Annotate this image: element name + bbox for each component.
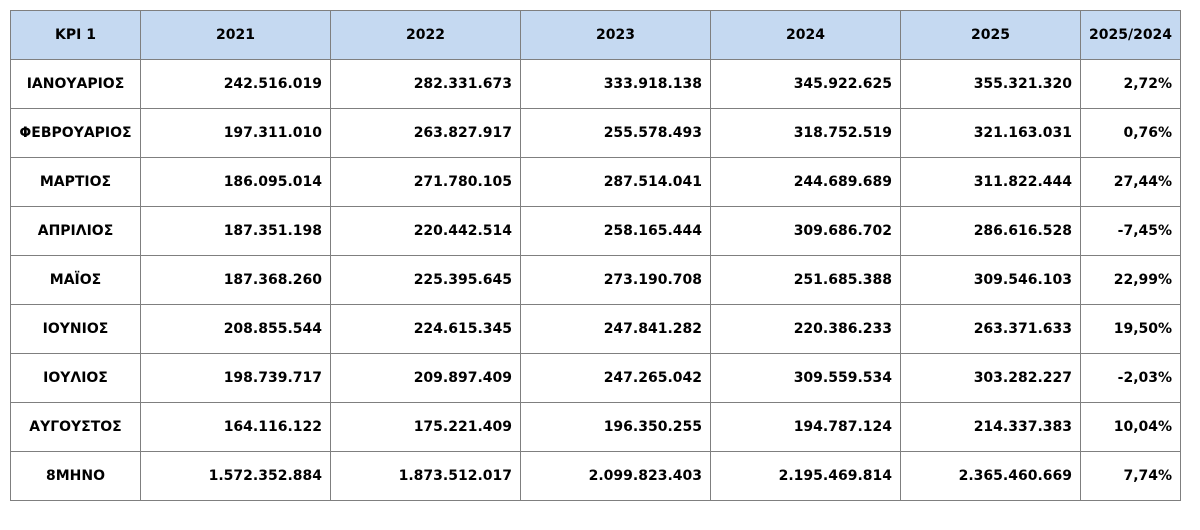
cell: 1.873.512.017 <box>330 451 521 501</box>
cell: 2.365.460.669 <box>900 451 1081 501</box>
cell: 1.572.352.884 <box>140 451 331 501</box>
table-head: KPI 1 2021 2022 2023 2024 2025 2025/2024 <box>10 10 1182 60</box>
cell: 247.265.042 <box>520 353 711 403</box>
table-row: ΑΥΓΟΥΣΤΟΣ 164.116.122 175.221.409 196.350.2… <box>10 402 1182 452</box>
cell: 258.165.444 <box>520 206 711 256</box>
cell: 271.780.105 <box>330 157 521 207</box>
cell: 263.827.917 <box>330 108 521 158</box>
header-cell: 2025 <box>900 10 1081 60</box>
cell: 345.922.625 <box>710 59 901 109</box>
cell: 175.221.409 <box>330 402 521 452</box>
cell: 224.615.345 <box>330 304 521 354</box>
cell: 22,99% <box>1079 255 1182 305</box>
cell: 244.689.689 <box>710 157 901 207</box>
row-label: ΑΠΡΙΛΙΟΣ <box>10 206 141 256</box>
cell: -2,03% <box>1079 353 1182 403</box>
table-row: ΙΟΥΛΙΟΣ 198.739.717 209.897.409 247.265.042… <box>10 353 1182 403</box>
row-label: ΙΟΥΝΙΟΣ <box>10 304 141 354</box>
cell: 318.752.519 <box>710 108 901 158</box>
table-row: ΜΑΪΟΣ 187.368.260 225.395.645 273.190.708 25… <box>10 255 1182 305</box>
cell: 2.195.469.814 <box>710 451 901 501</box>
cell: -7,45% <box>1079 206 1182 256</box>
cell: 0,76% <box>1079 108 1182 158</box>
cell: 255.578.493 <box>520 108 711 158</box>
cell: 208.855.544 <box>140 304 331 354</box>
row-label: ΦΕΒΡΟΥΑΡΙΟΣ <box>10 108 141 158</box>
header-cell: 2022 <box>330 10 521 60</box>
header-cell: 2023 <box>520 10 711 60</box>
cell: 251.685.388 <box>710 255 901 305</box>
table-row: 8ΜΗΝΟ 1.572.352.884 1.873.512.017 2.099.823… <box>10 451 1182 501</box>
row-label: ΙΑΝΟΥΑΡΙΟΣ <box>10 59 141 109</box>
cell: 242.516.019 <box>140 59 331 109</box>
cell: 282.331.673 <box>330 59 521 109</box>
cell: 197.311.010 <box>140 108 331 158</box>
cell: 198.739.717 <box>140 353 331 403</box>
cell: 321.163.031 <box>900 108 1081 158</box>
cell: 273.190.708 <box>520 255 711 305</box>
cell: 209.897.409 <box>330 353 521 403</box>
table-row: ΙΟΥΝΙΟΣ 208.855.544 224.615.345 247.841.282… <box>10 304 1182 354</box>
cell: 309.686.702 <box>710 206 901 256</box>
cell: 27,44% <box>1079 157 1182 207</box>
cell: 286.616.528 <box>900 206 1081 256</box>
cell: 309.546.103 <box>900 255 1081 305</box>
header-cell: 2021 <box>140 10 331 60</box>
cell: 355.321.320 <box>900 59 1081 109</box>
table-row: ΙΑΝΟΥΑΡΙΟΣ 242.516.019 282.331.673 333.918.… <box>10 59 1182 109</box>
row-label: ΑΥΓΟΥΣΤΟΣ <box>10 402 141 452</box>
row-label: ΜΑΪΟΣ <box>10 255 141 305</box>
cell: 303.282.227 <box>900 353 1081 403</box>
table-body: ΙΑΝΟΥΑΡΙΟΣ 242.516.019 282.331.673 333.918.… <box>10 59 1182 501</box>
cell: 194.787.124 <box>710 402 901 452</box>
cell: 247.841.282 <box>520 304 711 354</box>
cell: 225.395.645 <box>330 255 521 305</box>
header-cell: 2024 <box>710 10 901 60</box>
cell: 2.099.823.403 <box>520 451 711 501</box>
cell: 333.918.138 <box>520 59 711 109</box>
cell: 19,50% <box>1079 304 1182 354</box>
table-row: ΑΠΡΙΛΙΟΣ 187.351.198 220.442.514 258.165.44… <box>10 206 1182 256</box>
header-cell: 2025/2024 <box>1079 10 1182 60</box>
table-row: ΜΑΡΤΙΟΣ 186.095.014 271.780.105 287.514.041… <box>10 157 1182 207</box>
cell: 214.337.383 <box>900 402 1081 452</box>
cell: 2,72% <box>1079 59 1182 109</box>
cell: 187.351.198 <box>140 206 331 256</box>
cell: 196.350.255 <box>520 402 711 452</box>
cell: 164.116.122 <box>140 402 331 452</box>
table-row: ΦΕΒΡΟΥΑΡΙΟΣ 197.311.010 263.827.917 255.578… <box>10 108 1182 158</box>
cell: 287.514.041 <box>520 157 711 207</box>
cell: 309.559.534 <box>710 353 901 403</box>
cell: 10,04% <box>1079 402 1182 452</box>
cell: 186.095.014 <box>140 157 331 207</box>
row-label: ΙΟΥΛΙΟΣ <box>10 353 141 403</box>
cell: 263.371.633 <box>900 304 1081 354</box>
header-cell: KPI 1 <box>10 10 141 60</box>
header-row: KPI 1 2021 2022 2023 2024 2025 2025/2024 <box>10 10 1182 60</box>
row-label: ΜΑΡΤΙΟΣ <box>10 157 141 207</box>
cell: 311.822.444 <box>900 157 1081 207</box>
cell: 220.386.233 <box>710 304 901 354</box>
row-label: 8ΜΗΝΟ <box>10 451 141 501</box>
cell: 187.368.260 <box>140 255 331 305</box>
kpi-table: KPI 1 2021 2022 2023 2024 2025 2025/2024 ΙΑΝΟΥ… <box>10 10 1182 501</box>
cell: 7,74% <box>1079 451 1182 501</box>
cell: 220.442.514 <box>330 206 521 256</box>
